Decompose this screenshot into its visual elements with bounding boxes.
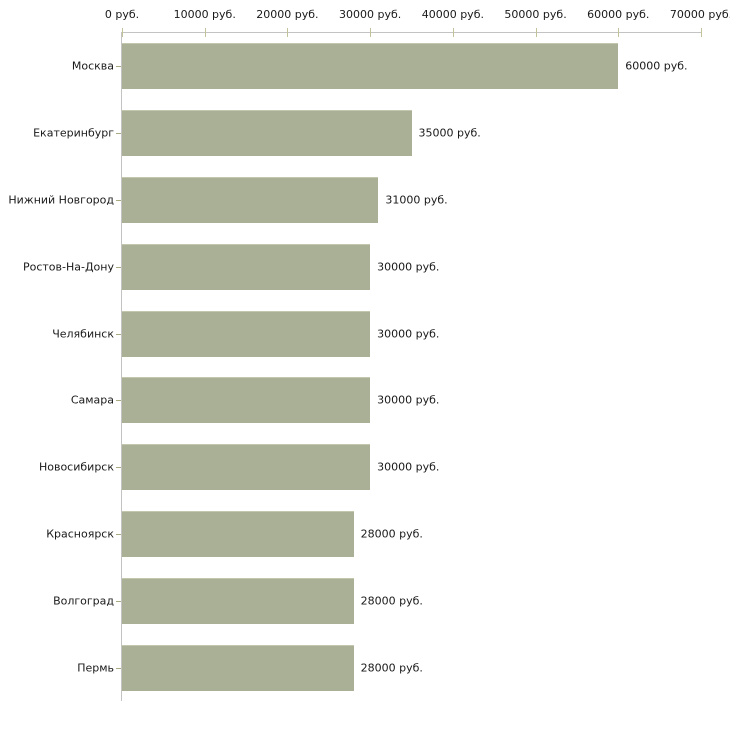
value-label: 60000 руб. [625,59,688,73]
x-axis-tick-label: 70000 руб. [669,8,730,21]
category-label: Ростов-На-Дону [22,260,114,274]
x-axis-tick [452,28,454,37]
bar-rows: Москва 60000 руб. Екатеринбург 35000 руб. Ни… [8,33,701,701]
value-label: 31000 руб. [385,193,448,207]
bar [122,43,619,90]
category-tick [116,400,121,402]
bar [122,176,379,223]
category-tick [116,600,121,602]
category-label: Волгоград [53,594,114,608]
value-label: 35000 руб. [418,126,481,140]
value-label: 30000 руб. [377,460,440,474]
category-tick [116,266,121,268]
bar-row: Волгоград 28000 руб. [53,567,701,634]
x-axis-tick-label: 20000 руб. [256,8,319,21]
x-axis-tick [122,28,123,37]
category-tick [116,133,121,135]
x-axis-tick-label: 50000 руб. [504,8,567,21]
bar-row: Пермь 28000 руб. [77,634,701,701]
category-label: Самара [70,393,114,407]
x-axis-tick [370,28,372,37]
bar-row: Екатеринбург 35000 руб. [33,100,701,167]
value-label: 30000 руб. [377,260,440,274]
bar-row: Нижний Новгород 31000 руб. [8,167,701,234]
x-axis-tick-label: 40000 руб. [421,8,484,21]
value-label: 30000 руб. [377,393,440,407]
x-axis-tick [287,28,289,37]
x-axis-tick-label: 10000 руб. [173,8,236,21]
plot-area: 0 руб. 10000 руб. 20000 руб. 30000 руб. 4000… [8,8,730,701]
value-label: 28000 руб. [360,527,423,541]
x-axis-tick [535,28,537,37]
value-label: 30000 руб. [377,327,440,341]
bar [122,644,354,691]
bar [122,110,412,157]
category-label: Челябинск [52,327,114,341]
x-axis-tick [701,28,702,37]
bar [122,243,371,290]
category-label: Москва [71,59,114,73]
value-label: 28000 руб. [360,594,423,608]
bar-row: Новосибирск 30000 руб. [39,434,701,501]
x-axis-tick-label: 60000 руб. [587,8,650,21]
x-axis-tick [618,28,620,37]
category-label: Новосибирск [38,460,114,474]
category-label: Екатеринбург [33,126,114,140]
bar-row: Челябинск 30000 руб. [52,300,701,367]
bar [122,577,354,624]
bar [122,377,371,424]
category-label: Красноярск [46,527,114,541]
bar [122,444,371,491]
category-label: Пермь [77,661,114,675]
category-tick [116,199,121,201]
bar-row: Красноярск 28000 руб. [46,501,701,568]
x-axis-tick-label: 30000 руб. [339,8,402,21]
category-tick [116,467,121,469]
category-tick [116,333,121,335]
bar-row: Москва 60000 руб. [72,33,701,100]
bar-row: Самара 30000 руб. [71,367,701,434]
category-tick [116,66,121,68]
bar-row: Ростов-На-Дону 30000 руб. [23,233,701,300]
x-axis-tick [204,28,206,37]
category-tick [116,667,121,669]
x-axis-tick-label: 0 руб. [104,8,140,21]
bar [122,510,354,557]
category-tick [116,533,121,535]
value-label: 28000 руб. [360,661,423,675]
bar [122,310,371,357]
category-label: Нижний Новгород [8,193,114,207]
